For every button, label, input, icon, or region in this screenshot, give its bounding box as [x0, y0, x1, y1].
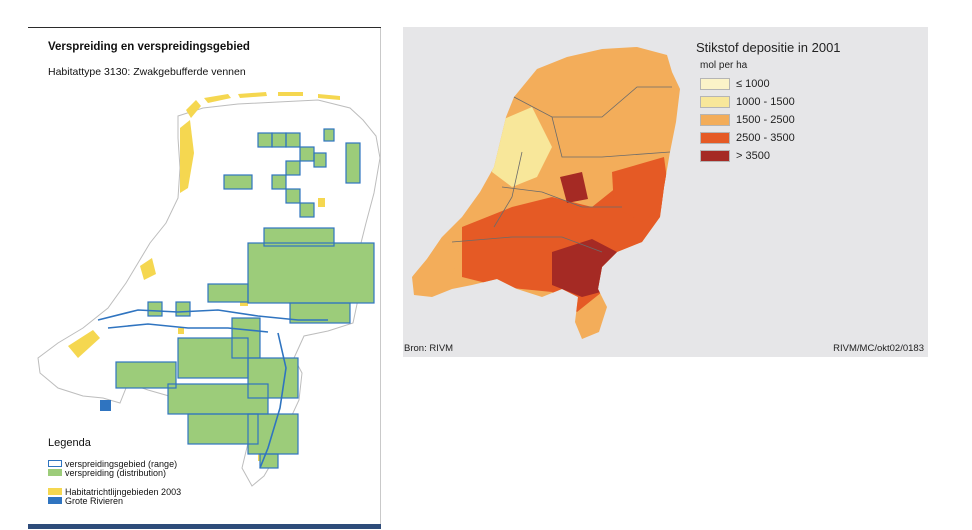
range-cell [115, 361, 177, 389]
range-cell [345, 142, 361, 184]
legend-label: > 3500 [736, 150, 770, 162]
legend-item-habitat: Habitatrichtlijngebieden 2003 [48, 486, 182, 497]
habitat-swatch [48, 488, 62, 495]
legend-label: verspreidingsgebied (range) [65, 458, 178, 469]
range-cell [147, 301, 163, 317]
legend-swatch [700, 78, 730, 90]
legend-item-distribution: verspreiding (distribution) [48, 467, 167, 478]
legend-label: verspreiding (distribution) [65, 467, 167, 478]
distribution-map [37, 92, 381, 487]
range-cell [299, 202, 315, 218]
legend-label: ≤ 1000 [736, 78, 770, 90]
distribution-cell [286, 189, 300, 203]
panel-edge [402, 27, 403, 357]
range-cell [177, 337, 249, 379]
distribution-cell [264, 228, 334, 246]
range-cell [285, 132, 301, 148]
range-cell [263, 227, 335, 247]
distribution-swatch [48, 469, 62, 476]
distribution-cell [188, 414, 258, 444]
legend-item: 2500 - 3500 [700, 131, 795, 145]
range-cell [175, 301, 191, 317]
legend-item-range: verspreidingsgebied (range) [48, 458, 178, 469]
distribution-cell [286, 133, 300, 147]
distribution-cell [168, 384, 268, 414]
legend-label: 1000 - 1500 [736, 96, 795, 108]
legend-swatch [700, 96, 730, 108]
range-cells [115, 128, 375, 469]
legend-item: 1500 - 2500 [700, 113, 795, 127]
range-swatch [48, 460, 62, 467]
distribution-cell [324, 129, 334, 141]
legend-label: Habitatrichtlijngebieden 2003 [65, 486, 182, 497]
range-cell [313, 152, 327, 168]
river-cell [100, 400, 111, 411]
map-subtitle: Habitattype 3130: Zwakgebufferde vennen [48, 66, 246, 78]
distribution-cell [272, 175, 286, 189]
nitrogen-map-panel: Stikstof depositie in 2001 mol per ha ≤ … [402, 27, 928, 357]
legend-swatch [700, 150, 730, 162]
legend-label: 1500 - 2500 [736, 114, 795, 126]
nitrogen-deposition-map [402, 27, 680, 357]
zone-2500-3500-east [612, 157, 670, 222]
distribution-cell [148, 302, 162, 316]
legend-item-rivers: Grote Rivieren [48, 495, 124, 506]
range-cell [289, 302, 351, 324]
legend-title: Legenda [48, 437, 91, 449]
distribution-cell [314, 153, 326, 167]
distribution-cell [176, 302, 190, 316]
distribution-cell [300, 203, 314, 217]
legend-title: Stikstof depositie in 2001 [696, 40, 841, 55]
distribution-cell [272, 133, 286, 147]
legend-swatch [700, 132, 730, 144]
distribution-cell [248, 243, 374, 303]
range-cell [187, 413, 259, 445]
map-code-label: RIVM/MC/okt02/0183 [833, 343, 924, 354]
source-label: Bron: RIVM [404, 343, 454, 354]
distribution-map-panel: Verspreiding en verspreidingsgebied Habi… [28, 27, 381, 529]
zone-over-3500-north [560, 172, 588, 203]
range-cell [223, 174, 253, 190]
province-borders [451, 86, 672, 253]
range-cell [323, 128, 335, 142]
range-cell [207, 283, 249, 303]
legend-item: > 3500 [700, 149, 770, 163]
range-cell [259, 453, 279, 469]
major-rivers [97, 309, 328, 469]
legend-item: 1000 - 1500 [700, 95, 795, 109]
rivers-swatch [48, 497, 62, 504]
distribution-cell [208, 284, 248, 302]
zone-1000-1500 [492, 107, 552, 187]
legend-label: 2500 - 3500 [736, 132, 795, 144]
range-cell [285, 160, 301, 176]
legend-label: Grote Rivieren [65, 495, 124, 506]
legend-item: ≤ 1000 [700, 77, 770, 91]
distribution-cell [286, 161, 300, 175]
map-title: Verspreiding en verspreidingsgebied [48, 41, 250, 53]
panel-divider [380, 28, 381, 525]
distribution-cell [346, 143, 360, 183]
distribution-cell [224, 175, 252, 189]
legend-swatch [700, 114, 730, 126]
legend-unit: mol per ha [700, 60, 748, 71]
distribution-cell [300, 147, 314, 161]
distribution-cell [116, 362, 176, 388]
distribution-cell [290, 303, 350, 323]
panel-bottom-bar [28, 524, 381, 529]
range-cell [285, 188, 301, 204]
range-cell [271, 174, 287, 190]
distribution-cell [258, 133, 272, 147]
wadden-islands [186, 92, 340, 118]
